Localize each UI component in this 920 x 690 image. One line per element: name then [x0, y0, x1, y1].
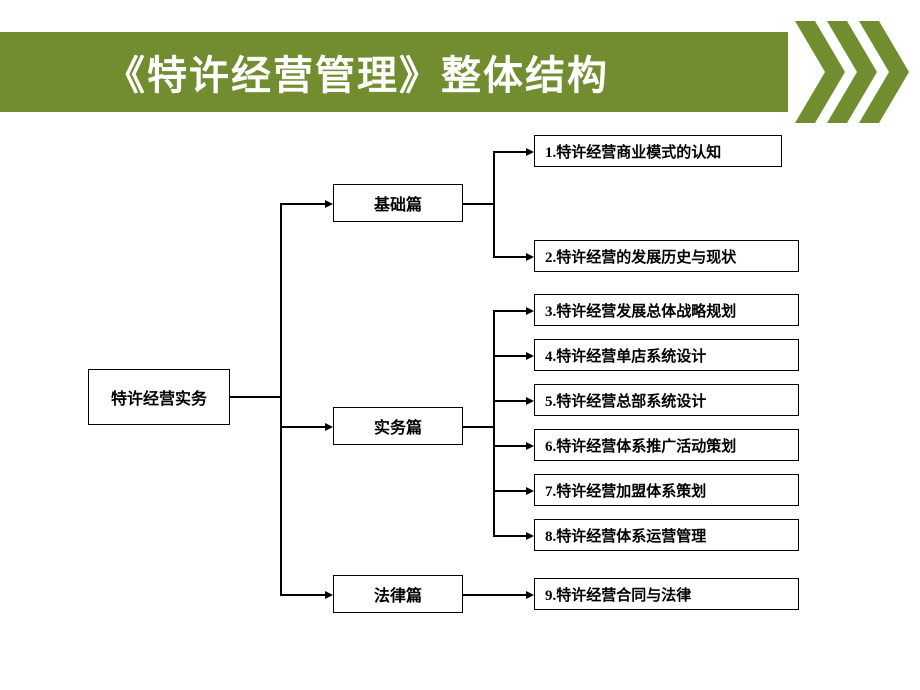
connector-line: [493, 445, 526, 447]
root-label: 特许经营实务: [111, 385, 207, 409]
leaf-label: 3.特许经营发展总体战略规划: [545, 300, 736, 321]
arrow-icon: [325, 423, 333, 431]
connector-line: [493, 310, 495, 535]
connector-line: [493, 490, 526, 492]
leaf-label: 9.特许经营合同与法律: [545, 584, 691, 605]
arrow-icon: [325, 200, 333, 208]
leaf-node: 2.特许经营的发展历史与现状: [534, 240, 799, 272]
connector-line: [493, 535, 526, 537]
leaf-label: 2.特许经营的发展历史与现状: [545, 246, 736, 267]
arrow-icon: [526, 397, 534, 405]
branch-node: 法律篇: [333, 575, 463, 613]
leaf-label: 6.特许经营体系推广活动策划: [545, 435, 736, 456]
arrow-icon: [526, 307, 534, 315]
arrow-icon: [526, 442, 534, 450]
connector-line: [280, 426, 325, 428]
leaf-node: 3.特许经营发展总体战略规划: [534, 294, 799, 326]
connector-line: [493, 400, 526, 402]
structure-diagram: 特许经营实务 基础篇 实务篇 法律篇 1.特许经营商业模式的认知 2.特许经营的…: [0, 0, 920, 690]
connector-line: [463, 594, 526, 596]
leaf-label: 7.特许经营加盟体系策划: [545, 480, 706, 501]
connector-line: [463, 426, 493, 428]
branch-node: 实务篇: [333, 407, 463, 445]
arrow-icon: [325, 591, 333, 599]
connector-line: [493, 310, 526, 312]
connector-line: [493, 151, 526, 153]
branch-label: 基础篇: [374, 191, 422, 215]
connector-line: [463, 203, 493, 205]
branch-label: 法律篇: [374, 582, 422, 606]
connector-line: [493, 256, 526, 258]
arrow-icon: [526, 487, 534, 495]
arrow-icon: [526, 532, 534, 540]
connector-line: [280, 203, 325, 205]
connector-line: [493, 151, 495, 256]
leaf-label: 4.特许经营单店系统设计: [545, 345, 706, 366]
leaf-node: 4.特许经营单店系统设计: [534, 339, 799, 371]
leaf-node: 7.特许经营加盟体系策划: [534, 474, 799, 506]
leaf-label: 5.特许经营总部系统设计: [545, 390, 706, 411]
branch-node: 基础篇: [333, 184, 463, 222]
connector-line: [280, 203, 282, 594]
connector-line: [280, 594, 325, 596]
leaf-node: 6.特许经营体系推广活动策划: [534, 429, 799, 461]
arrow-icon: [526, 352, 534, 360]
arrow-icon: [526, 253, 534, 261]
leaf-node: 5.特许经营总部系统设计: [534, 384, 799, 416]
leaf-node: 1.特许经营商业模式的认知: [534, 135, 782, 167]
leaf-label: 1.特许经营商业模式的认知: [545, 141, 721, 162]
connector-line: [493, 355, 526, 357]
arrow-icon: [526, 591, 534, 599]
arrow-icon: [526, 148, 534, 156]
leaf-label: 8.特许经营体系运营管理: [545, 525, 706, 546]
connector-line: [230, 396, 280, 398]
leaf-node: 8.特许经营体系运营管理: [534, 519, 799, 551]
root-node: 特许经营实务: [88, 369, 230, 425]
leaf-node: 9.特许经营合同与法律: [534, 578, 799, 610]
branch-label: 实务篇: [374, 414, 422, 438]
